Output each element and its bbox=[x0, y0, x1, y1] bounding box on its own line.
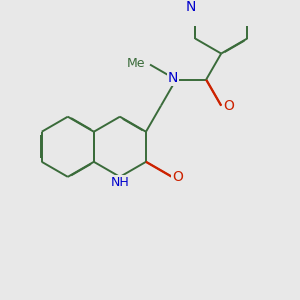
Text: N: N bbox=[185, 0, 196, 14]
Text: N: N bbox=[168, 71, 178, 85]
Text: O: O bbox=[223, 99, 234, 113]
Text: O: O bbox=[172, 170, 184, 184]
Text: NH: NH bbox=[110, 176, 129, 189]
Text: Me: Me bbox=[127, 57, 146, 70]
